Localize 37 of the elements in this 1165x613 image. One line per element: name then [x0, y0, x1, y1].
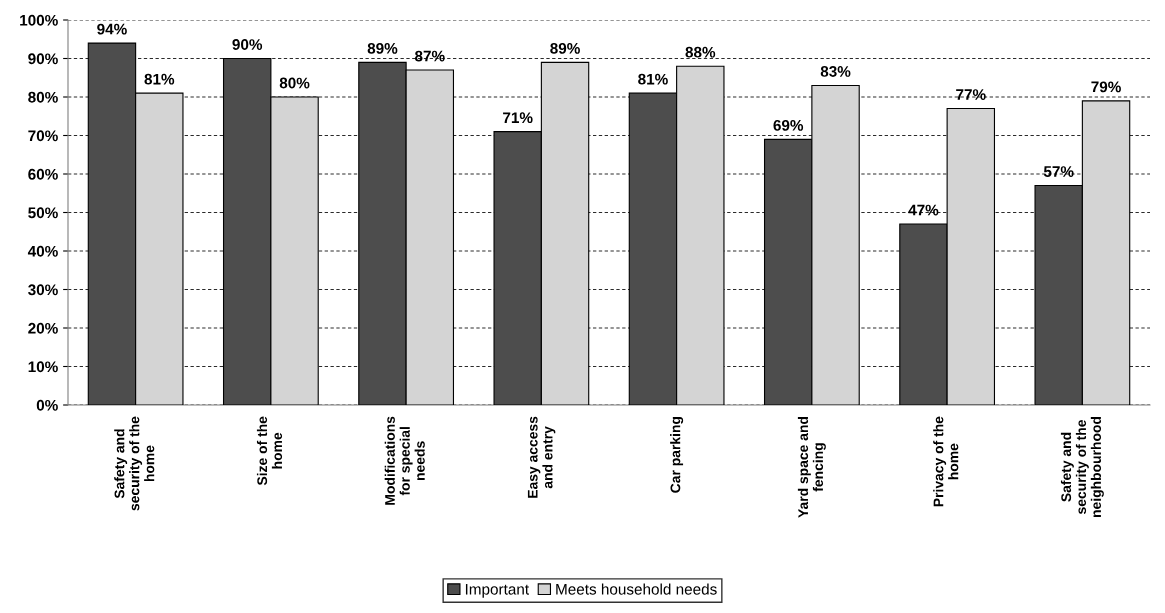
y-tick-label: 100% — [20, 14, 58, 26]
x-tick-label: Privacy of the home — [933, 416, 959, 507]
y-tick-label: 10% — [28, 361, 58, 373]
data-label: 81% — [638, 73, 668, 85]
data-label: 80% — [279, 77, 310, 89]
data-label: 94% — [97, 23, 127, 35]
y-tick-label: 50% — [28, 207, 58, 219]
data-label: 90% — [232, 39, 263, 50]
x-tick-label: Modifications for special needs — [384, 416, 425, 505]
data-label: 57% — [1043, 166, 1074, 177]
data-label: 81% — [144, 73, 175, 85]
data-label: 88% — [685, 46, 716, 58]
y-tick-label: 80% — [28, 91, 58, 103]
x-tick-label: Safety and security of the neighbourhood — [1060, 417, 1104, 518]
legend-label: Meets household needs — [556, 583, 717, 595]
y-tick-label: 0% — [36, 399, 58, 411]
x-tick-label: Easy access and entry — [527, 416, 556, 498]
data-label: 47% — [908, 204, 939, 216]
y-tick-label: 30% — [28, 284, 58, 296]
x-tick-label: Size of the home — [256, 416, 283, 486]
data-label: 83% — [820, 66, 851, 77]
y-tick-label: 20% — [28, 322, 58, 334]
data-label: 89% — [367, 42, 398, 54]
x-tick-label: Safety and security of the home — [114, 416, 155, 511]
y-tick-label: 90% — [28, 53, 58, 65]
x-tick-label: Yard space and fencing — [797, 417, 826, 518]
data-label: 87% — [414, 50, 445, 62]
data-label: 71% — [503, 112, 533, 124]
y-tick-label: 70% — [28, 130, 58, 142]
legend-label: Important — [465, 584, 529, 598]
x-tick-label: Car parking — [670, 417, 684, 493]
data-label: 77% — [956, 89, 986, 100]
data-label: 69% — [773, 119, 804, 131]
y-tick-label: 40% — [27, 245, 58, 257]
data-label: 89% — [550, 42, 580, 54]
data-label: 79% — [1091, 81, 1121, 93]
y-tick-label: 60% — [28, 168, 58, 180]
